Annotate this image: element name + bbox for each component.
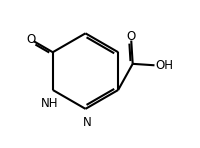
Text: OH: OH xyxy=(155,59,173,72)
Text: O: O xyxy=(27,33,36,46)
Text: NH: NH xyxy=(41,97,59,110)
Text: O: O xyxy=(126,30,136,44)
Text: N: N xyxy=(83,116,91,129)
